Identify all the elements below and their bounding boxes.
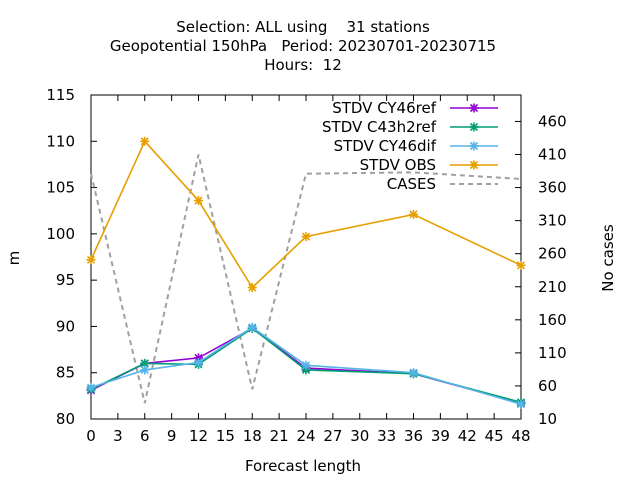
y2-tick-label: 310 [538,212,567,230]
x-tick-label: 45 [485,427,504,445]
x-tick-label: 15 [216,427,235,445]
legend-label: STDV C43h2ref [322,118,437,136]
y2-tick-label: 210 [538,278,567,296]
x-tick-label: 42 [458,427,477,445]
chart-title-line: Hours: 12 [264,56,342,74]
data-point [409,368,418,378]
y2-tick-label: 160 [538,311,567,329]
data-point [247,283,257,293]
y2-tick-label: 460 [538,112,567,130]
data-point [301,360,311,370]
x-tick-label: 18 [243,427,262,445]
data-point [194,358,203,368]
x-tick-label: 30 [350,427,369,445]
legend-label: CASES [387,175,436,193]
chart-title-line: Selection: ALL using 31 stations [176,18,430,36]
data-point [301,232,311,242]
y2-tick-label: 260 [538,245,567,263]
y-tick-label: 80 [56,410,75,428]
x-tick-label: 27 [323,427,342,445]
legend-label: STDV OBS [360,156,436,174]
legend-label: STDV CY46ref [332,99,437,117]
y-tick-label: 85 [56,364,75,382]
chart-title: Selection: ALL using 31 stationsGeopoten… [110,18,496,74]
y2-tick-label: 360 [538,179,567,197]
x-tick-label: 33 [377,427,396,445]
x-tick-label: 36 [404,427,423,445]
y2-tick-label: 410 [538,146,567,164]
data-point [469,122,479,132]
series-line [90,139,522,289]
y-tick-label: 115 [46,86,75,104]
series-cases [90,154,522,404]
y2-tick-label: 60 [538,377,557,395]
x-axis-label: Forecast length [245,457,361,475]
y-tick-label: 100 [46,225,75,243]
x-tick-label: 9 [167,427,177,445]
series-stdv-obs [86,136,526,293]
data-point [469,141,479,151]
x-tick-label: 0 [86,427,96,445]
y-tick-label: 90 [56,317,75,335]
data-point [516,260,526,270]
y2-tick-label: 10 [538,410,557,428]
legend-label: STDV CY46dif [334,137,437,155]
data-point [140,365,150,375]
x-tick-label: 24 [296,427,315,445]
data-point [140,136,150,146]
x-tick-label: 21 [270,427,289,445]
data-point [409,209,418,219]
series-stdv-cy46dif [86,322,526,409]
data-point [469,160,479,170]
x-tick-label: 39 [431,427,450,445]
y-tick-label: 95 [56,271,75,289]
data-point [86,255,96,265]
x-tick-label: 12 [189,427,208,445]
data-point [469,103,479,113]
data-point [516,399,526,409]
x-tick-label: 48 [511,427,530,445]
data-point [194,196,203,206]
y-tick-label: 105 [46,179,75,197]
y2-tick-label: 110 [538,344,567,362]
data-point [86,383,96,393]
y-axis-label: m [5,251,23,266]
y-tick-label: 110 [46,132,75,150]
y2-axis-label: No cases [599,224,617,292]
chart-title-line: Geopotential 150hPa Period: 20230701-202… [110,37,496,55]
data-point [247,322,257,332]
x-tick-label: 6 [140,427,150,445]
series-line [90,154,522,404]
x-tick-label: 3 [113,427,123,445]
